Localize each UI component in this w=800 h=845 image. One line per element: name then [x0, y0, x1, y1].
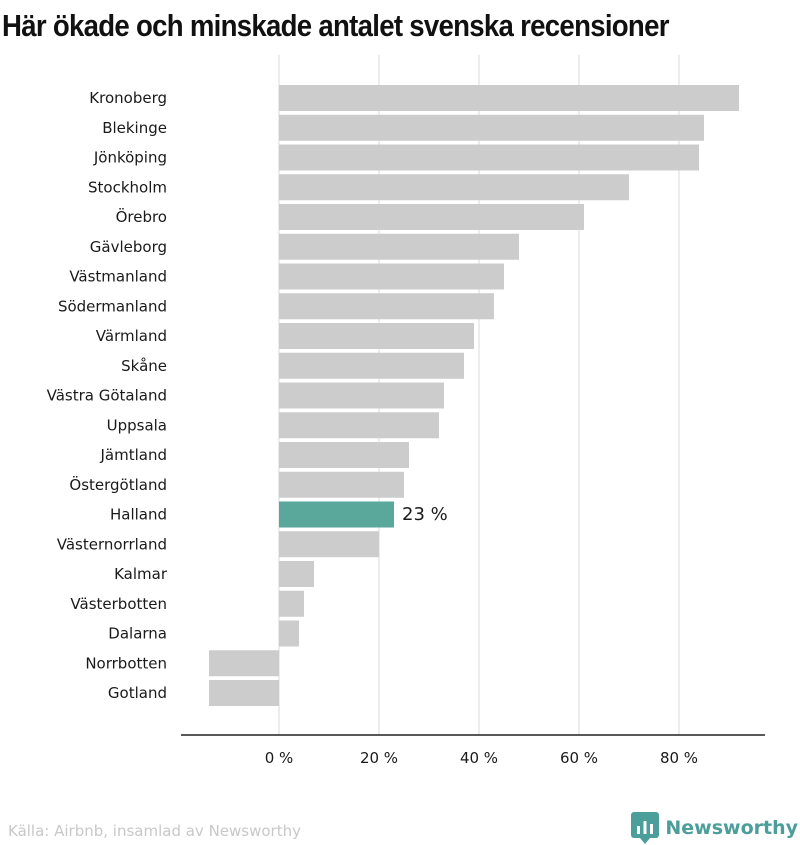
source-text: Källa: Airbnb, insamlad av Newsworthy — [8, 822, 301, 840]
bar — [279, 114, 704, 141]
category-label: Dalarna — [108, 625, 167, 643]
brand-logo: Newsworthy — [631, 812, 798, 844]
category-label: Halland — [110, 506, 167, 524]
bar — [279, 561, 314, 587]
data-label: 23 % — [402, 504, 448, 525]
category-label: Skåne — [121, 357, 167, 375]
x-tick-label: 40 % — [460, 749, 498, 767]
bar — [279, 412, 439, 439]
category-label: Södermanland — [58, 297, 167, 315]
category-label: Stockholm — [88, 178, 167, 196]
category-label: Norrbotten — [85, 654, 167, 672]
bar-chart: Kronoberg Blekinge Jönköping Stockholm Örebr… — [47, 55, 765, 767]
bar — [279, 323, 474, 349]
category-label: Blekinge — [102, 119, 167, 137]
brand-name: Newsworthy — [665, 817, 798, 839]
bar — [279, 233, 519, 260]
chart-title: Här ökade och minskade antalet svenska r… — [2, 8, 669, 43]
x-tick-label: 60 % — [560, 749, 598, 767]
category-label: Uppsala — [107, 416, 167, 434]
x-tick-label: 0 % — [265, 749, 294, 767]
bar — [279, 174, 629, 201]
category-label: Gävleborg — [90, 238, 167, 256]
category-label: Kronoberg — [89, 89, 167, 107]
bar — [279, 442, 409, 468]
category-label: Värmland — [96, 327, 167, 345]
category-label: Östergötland — [69, 475, 167, 494]
category-label: Västra Götaland — [47, 387, 167, 405]
bar — [279, 590, 304, 617]
x-tick-label: 80 % — [660, 749, 698, 767]
bar — [279, 620, 299, 647]
category-label: Gotland — [108, 684, 167, 702]
category-label: Kalmar — [114, 565, 168, 583]
category-label: Örebro — [116, 207, 167, 226]
category-label: Västernorrland — [57, 535, 167, 553]
bar — [209, 650, 279, 677]
bar — [279, 263, 504, 290]
bar — [279, 85, 739, 111]
category-label: Jönköping — [93, 149, 167, 167]
bar — [209, 680, 279, 706]
bar — [279, 501, 394, 528]
x-tick-label: 20 % — [360, 749, 398, 767]
bar — [279, 204, 584, 230]
category-label: Jämtland — [100, 446, 168, 464]
category-label: Västmanland — [69, 268, 167, 286]
bar — [279, 531, 379, 558]
newsworthy-logo-icon — [631, 812, 660, 844]
bar — [279, 293, 494, 320]
bar — [279, 471, 404, 498]
bar — [279, 382, 444, 409]
bar — [279, 144, 699, 171]
bar — [279, 352, 464, 379]
category-label: Västerbotten — [70, 595, 167, 613]
